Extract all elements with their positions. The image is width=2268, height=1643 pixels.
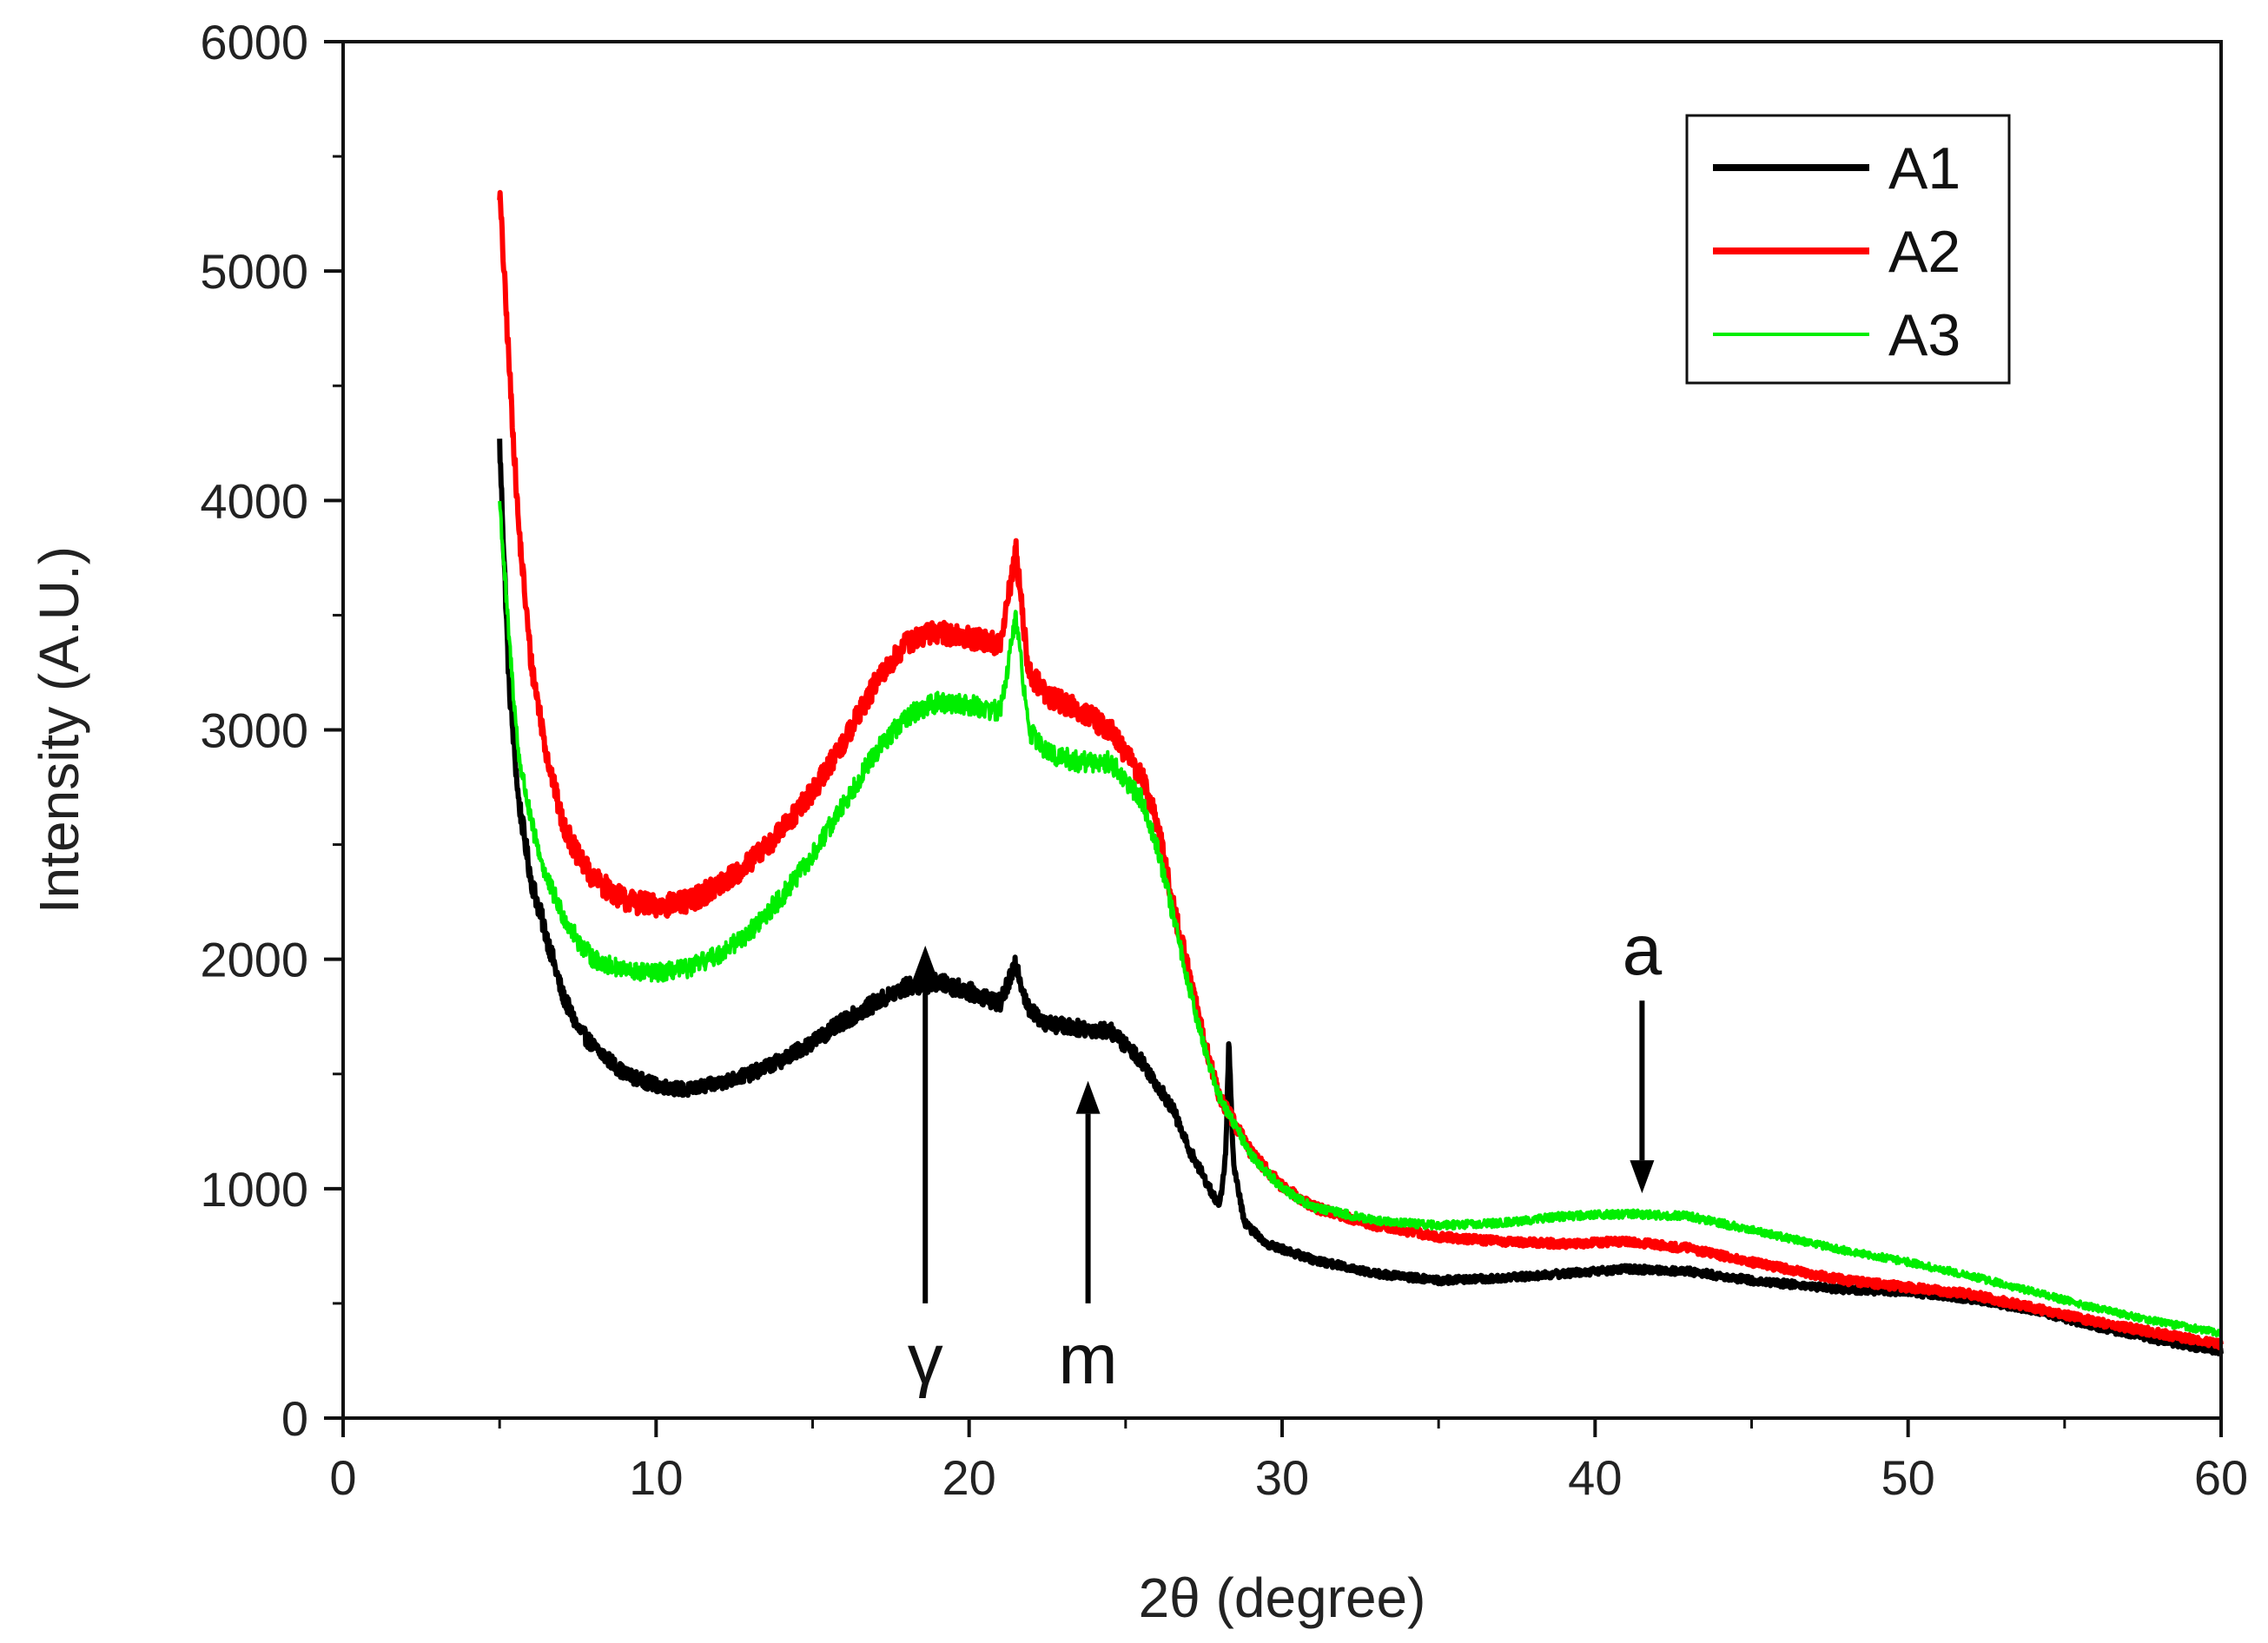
x-tick-label: 40 [1568, 1450, 1622, 1505]
annotation-layer: γ m a [908, 911, 1663, 1399]
y-axis-title: Intensity (A.U.) [28, 546, 90, 914]
x-tick-label: 60 [2194, 1450, 2248, 1505]
x-tick-label: 50 [1881, 1450, 1935, 1505]
annotation-arrow-head [1630, 1160, 1655, 1194]
y-tick-label: 6000 [200, 15, 308, 69]
legend-label-a3: A3 [1888, 302, 1961, 368]
annotation-label: a [1623, 911, 1663, 990]
series-line-a3 [498, 500, 2223, 1338]
annotation-arrow-head [1075, 1080, 1101, 1114]
y-tick-label: 2000 [200, 933, 308, 987]
annotation-label: m [1058, 1320, 1117, 1399]
y-tick-label: 4000 [200, 473, 308, 528]
x-tick-label: 30 [1255, 1450, 1309, 1505]
legend-label-a2: A2 [1888, 219, 1961, 285]
axis-layer: 0 10 20 30 40 50 60 0 1000 2000 3000 4000 5000 6000 [200, 15, 2248, 1505]
y-tick-label: 1000 [200, 1162, 308, 1217]
x-tick-label: 0 [329, 1450, 356, 1505]
annotation-label: γ [908, 1320, 943, 1399]
x-tick-label: 10 [629, 1450, 683, 1505]
y-tick-label: 5000 [200, 244, 308, 299]
legend-label-a1: A1 [1888, 135, 1961, 201]
legend: A1 A2 A3 [1685, 114, 2011, 385]
y-tick-label: 3000 [200, 703, 308, 758]
annotation-arrow-head [913, 945, 938, 979]
x-axis-title: 2θ (degree) [1139, 1567, 1426, 1629]
y-tick-label: 0 [281, 1391, 308, 1446]
series-layer [497, 189, 2224, 1356]
x-tick-label: 20 [942, 1450, 996, 1505]
